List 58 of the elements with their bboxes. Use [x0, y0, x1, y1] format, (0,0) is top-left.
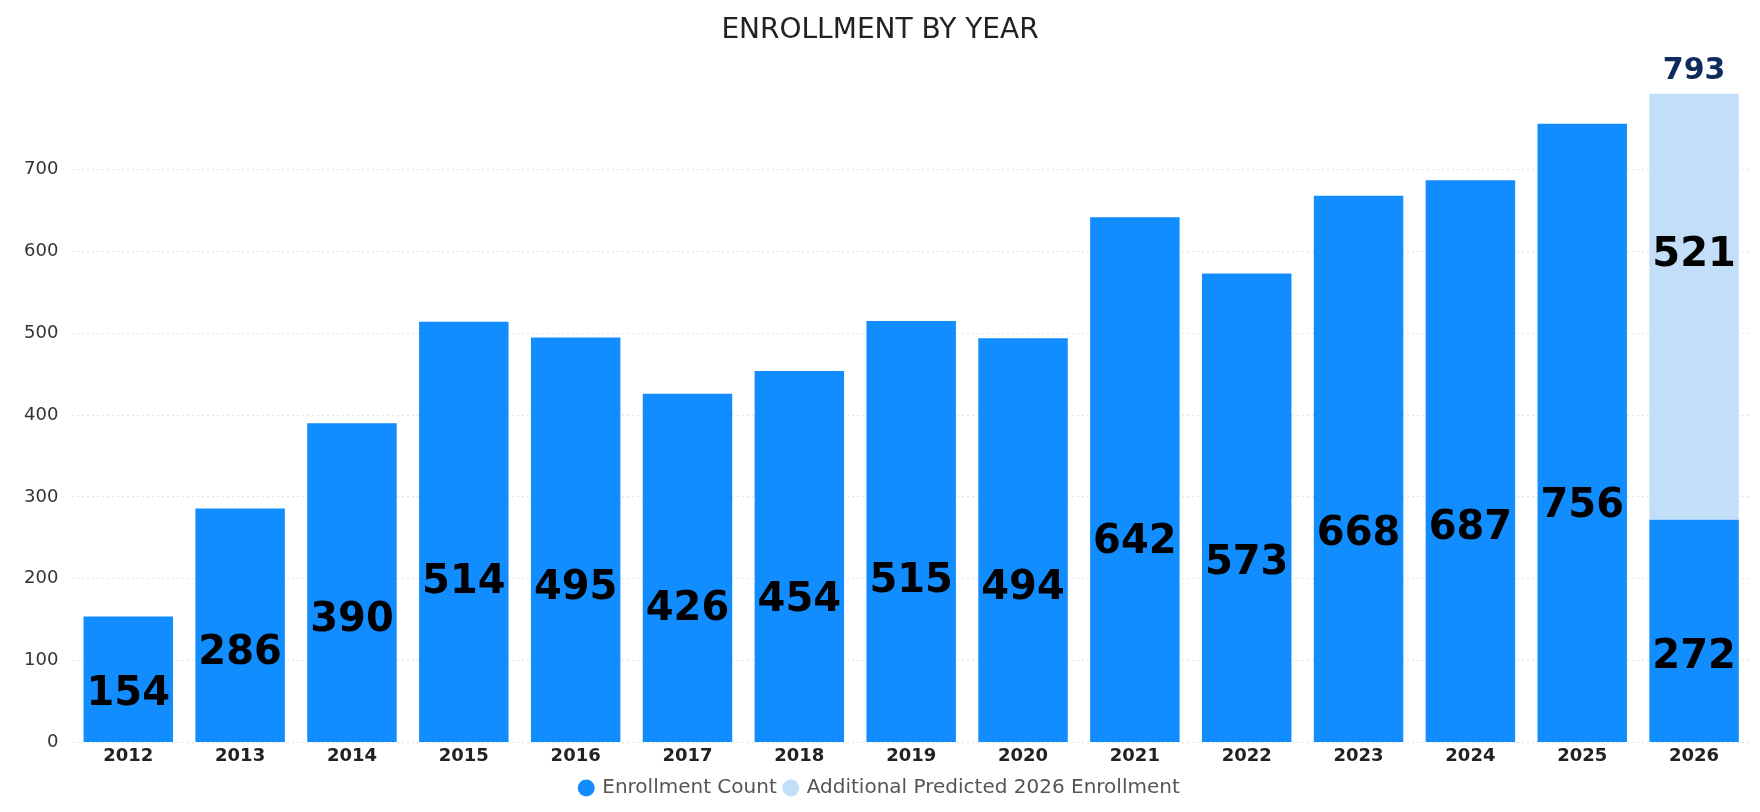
- y-tick-label: 400: [24, 402, 59, 424]
- x-tick-label: 2016: [550, 743, 601, 765]
- x-tick-label: 2020: [997, 743, 1049, 765]
- bar: [1425, 180, 1516, 742]
- bar: [1090, 217, 1180, 742]
- y-tick-label: 0: [46, 730, 59, 752]
- bar: [978, 338, 1068, 742]
- bar: [1313, 195, 1404, 742]
- data-label: 454: [757, 574, 842, 621]
- x-tick-label: 2019: [886, 743, 937, 765]
- bar: [307, 423, 397, 742]
- legend-label: Enrollment Count: [602, 774, 777, 799]
- data-label: 390: [310, 594, 394, 641]
- x-tick-label: 2021: [1109, 743, 1160, 765]
- data-label: 687: [1428, 501, 1513, 548]
- x-tick-label: 2017: [662, 743, 713, 765]
- data-label: 272: [1652, 630, 1736, 677]
- x-tick-label: 2024: [1445, 743, 1496, 765]
- legend-label: Additional Predicted 2026 Enrollment: [806, 774, 1180, 799]
- bar: [195, 508, 285, 742]
- data-label: 642: [1093, 515, 1177, 562]
- x-tick-label: 2012: [103, 743, 154, 765]
- bar: [1201, 273, 1292, 742]
- data-label: 573: [1204, 537, 1289, 584]
- bar: [1649, 519, 1739, 742]
- x-tick-label: 2026: [1669, 743, 1720, 765]
- y-tick-label: 100: [24, 648, 59, 670]
- x-tick-label: 2023: [1333, 743, 1384, 765]
- total-label: 793: [1662, 51, 1726, 87]
- data-label: 515: [869, 555, 953, 602]
- x-tick-label: 2013: [215, 743, 266, 765]
- bar: [866, 321, 956, 742]
- data-label: 521: [1652, 228, 1736, 275]
- y-tick-label: 200: [24, 566, 59, 588]
- x-tick-label: 2022: [1221, 743, 1272, 765]
- bar: [754, 370, 845, 742]
- data-label: 426: [645, 583, 730, 630]
- bar: [1649, 93, 1739, 520]
- data-label: 495: [533, 561, 618, 608]
- data-label: 514: [422, 555, 506, 602]
- data-label: 494: [981, 561, 1065, 608]
- chart-title: ENROLLMENT BY YEAR: [721, 12, 1039, 46]
- x-tick-label: 2014: [326, 743, 378, 765]
- y-tick-label: 600: [24, 239, 59, 261]
- bar: [419, 321, 509, 742]
- data-label: 756: [1540, 480, 1624, 527]
- x-tick-label: 2018: [774, 743, 825, 765]
- y-tick-label: 700: [24, 157, 59, 179]
- x-tick-label: 2015: [438, 743, 489, 765]
- bar: [530, 337, 621, 742]
- data-label: 286: [198, 626, 282, 673]
- y-tick-label: 500: [24, 320, 59, 342]
- bar: [642, 393, 733, 742]
- y-tick-label: 300: [24, 484, 59, 506]
- bar: [1537, 123, 1627, 742]
- data-label: 154: [86, 667, 171, 714]
- x-tick-label: 2025: [1557, 743, 1608, 765]
- data-label: 668: [1316, 507, 1401, 554]
